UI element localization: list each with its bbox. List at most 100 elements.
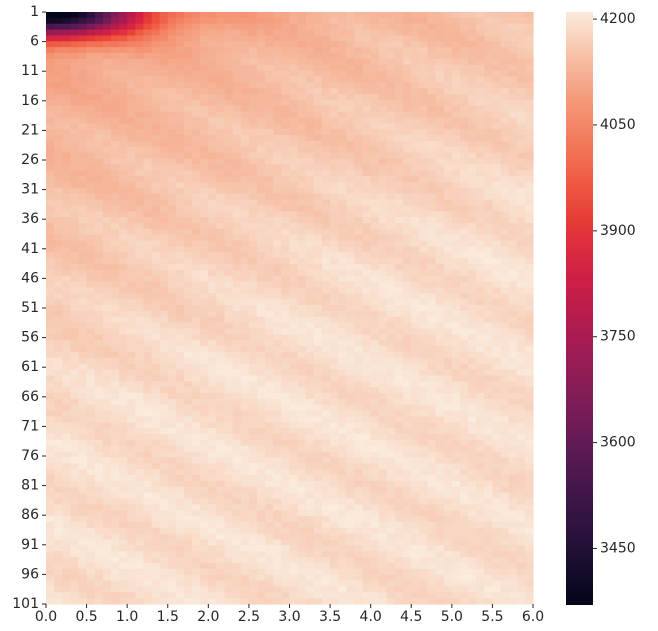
heatmap-cell (289, 129, 299, 136)
heatmap-cell (500, 258, 510, 265)
heatmap-cell (135, 181, 144, 189)
heatmap-cell (248, 252, 258, 259)
heatmap-cell (289, 53, 299, 60)
heatmap-cell (273, 457, 282, 464)
heatmap-cell (200, 428, 209, 435)
heatmap-cell (110, 498, 120, 505)
heatmap-cell (305, 305, 315, 312)
heatmap-cell (102, 469, 112, 476)
heatmap-cell (500, 199, 510, 207)
heatmap-cell (216, 322, 226, 330)
heatmap-cell (468, 334, 477, 341)
heatmap-cell (135, 234, 144, 242)
heatmap-cell (476, 305, 485, 312)
heatmap-cell (127, 281, 136, 289)
heatmap-cell (411, 240, 420, 248)
heatmap-cell (281, 322, 291, 330)
heatmap-cell (273, 70, 282, 78)
heatmap-cell (459, 58, 469, 66)
heatmap-cell (516, 47, 526, 54)
heatmap-cell (62, 398, 71, 406)
heatmap-cell (330, 334, 339, 341)
heatmap-cell (102, 152, 112, 160)
heatmap-cell (208, 217, 218, 224)
heatmap-cell (395, 316, 404, 324)
heatmap-cell (435, 99, 445, 107)
heatmap-cell (297, 422, 307, 429)
heatmap-cell (200, 176, 209, 183)
heatmap-cell (459, 310, 469, 318)
heatmap-cell (297, 123, 307, 130)
heatmap-cell (183, 193, 193, 201)
heatmap-cell (354, 246, 364, 253)
heatmap-cell (78, 47, 88, 54)
heatmap-cell (70, 498, 80, 505)
heatmap-cell (248, 53, 258, 60)
heatmap-cell (362, 463, 372, 470)
heatmap-cell (484, 23, 494, 31)
heatmap-cell (102, 41, 112, 48)
heatmap-cell (468, 357, 477, 365)
heatmap-cell (151, 340, 161, 347)
heatmap-cell (354, 381, 364, 388)
heatmap-cell (62, 334, 71, 341)
heatmap-cell (119, 404, 128, 412)
heatmap-cell (102, 64, 112, 72)
heatmap-cell (151, 176, 161, 183)
heatmap-cell (143, 58, 153, 66)
heatmap-cell (492, 181, 502, 189)
heatmap-cell (281, 199, 291, 207)
heatmap-cell (110, 404, 120, 412)
heatmap-cell (305, 346, 315, 353)
heatmap-cell (484, 410, 494, 418)
heatmap-cell (224, 269, 234, 277)
heatmap-cell (346, 451, 356, 459)
heatmap-cell (167, 480, 177, 488)
heatmap-cell (127, 199, 136, 207)
heatmap-cell (297, 305, 307, 312)
heatmap-cell (524, 47, 534, 54)
heatmap-cell (127, 287, 136, 294)
heatmap-cell (110, 475, 120, 482)
heatmap-cell (86, 264, 96, 271)
heatmap-cell (330, 486, 339, 494)
heatmap-cell (484, 64, 494, 72)
heatmap-cell (370, 35, 380, 42)
heatmap-cell (346, 140, 356, 148)
heatmap-cell (143, 223, 153, 230)
heatmap-cell (362, 64, 372, 72)
heatmap-cell (273, 351, 282, 359)
heatmap-cell (240, 234, 250, 242)
heatmap-cell (524, 269, 534, 277)
heatmap-cell (200, 140, 209, 148)
heatmap-cell (200, 480, 209, 488)
heatmap-cell (362, 475, 372, 482)
heatmap-cell (183, 434, 193, 441)
heatmap-cell (281, 193, 291, 201)
heatmap-cell (500, 176, 510, 183)
heatmap-cell (257, 363, 266, 371)
heatmap-cell (403, 111, 412, 119)
heatmap-cell (216, 422, 226, 429)
heatmap-cell (305, 47, 315, 54)
heatmap-cell (443, 94, 453, 101)
heatmap-cell (240, 463, 250, 470)
heatmap-cell (435, 164, 445, 171)
heatmap-cell (94, 480, 104, 488)
heatmap-cell (395, 492, 404, 500)
heatmap-cell (46, 375, 55, 382)
heatmap-cell (508, 35, 518, 42)
heatmap-cell (451, 223, 461, 230)
heatmap-cell (330, 299, 339, 306)
heatmap-cell (435, 240, 445, 248)
heatmap-cell (411, 17, 420, 25)
heatmap-cell (435, 170, 445, 177)
heatmap-cell (435, 375, 445, 382)
heatmap-cell (386, 486, 396, 494)
heatmap-cell (524, 105, 534, 113)
heatmap-cell (119, 498, 128, 505)
heatmap-cell (459, 428, 469, 435)
heatmap-cell (305, 264, 315, 271)
heatmap-cell (419, 281, 429, 289)
heatmap-cell (378, 211, 388, 218)
